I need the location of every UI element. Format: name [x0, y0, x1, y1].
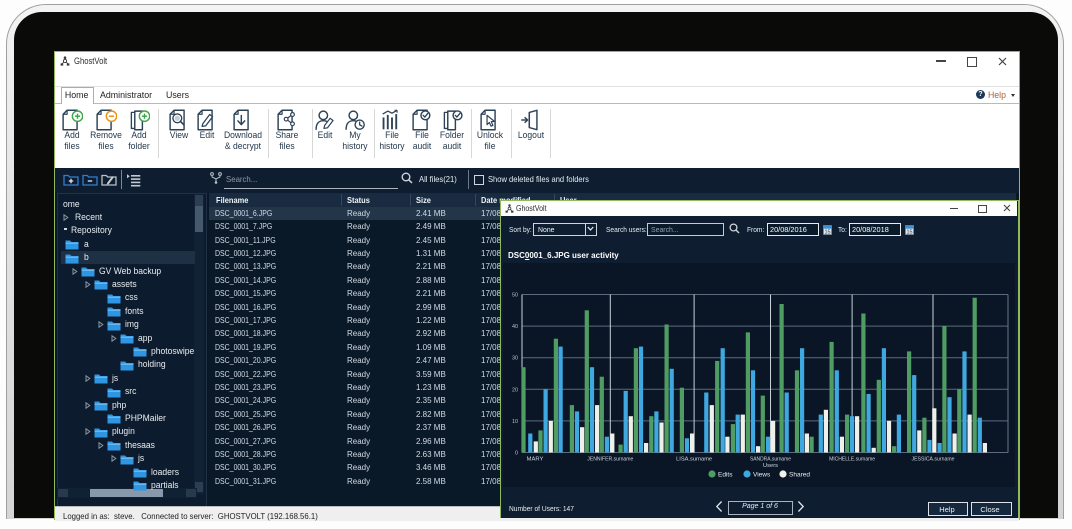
svg-text:15: 15 [906, 229, 912, 235]
svg-text:10: 10 [512, 419, 518, 425]
svg-text:20: 20 [512, 387, 518, 393]
svg-text:LISA.surname: LISA.surname [676, 457, 712, 463]
svg-text:40: 40 [512, 324, 518, 330]
svg-text:SANDRA.surname: SANDRA.surname [750, 457, 791, 463]
svg-text:50: 50 [512, 293, 518, 299]
svg-text:0: 0 [515, 451, 518, 457]
svg-text:Shared: Shared [789, 472, 810, 479]
svg-text:Views: Views [753, 472, 771, 479]
svg-text:30: 30 [512, 356, 518, 362]
svg-text:JESSICA.surname: JESSICA.surname [912, 457, 955, 463]
svg-text:JENNIFER.surname: JENNIFER.surname [587, 457, 633, 463]
svg-text:15: 15 [824, 229, 830, 235]
svg-text:MICHELLE.surname: MICHELLE.surname [829, 457, 875, 463]
svg-text:MARY: MARY [527, 457, 544, 463]
svg-text:Edits: Edits [718, 472, 733, 479]
svg-text:Users: Users [763, 463, 778, 469]
